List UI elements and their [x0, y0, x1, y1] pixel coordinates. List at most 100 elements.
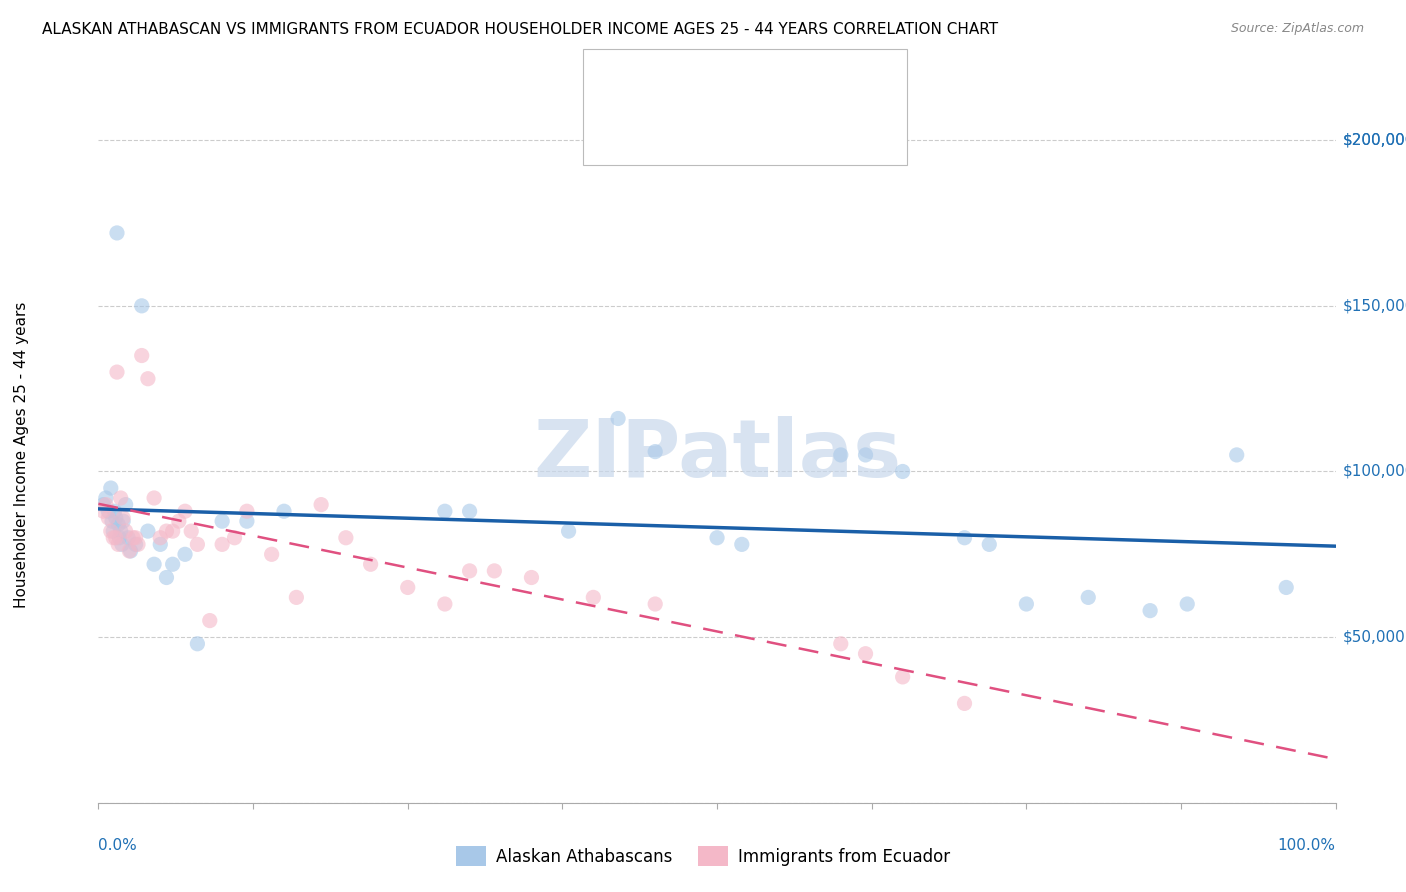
Point	[167, 514, 190, 528]
Point	[891, 670, 914, 684]
Point	[830, 637, 852, 651]
Point	[143, 558, 166, 572]
Point	[117, 531, 139, 545]
Point	[131, 299, 153, 313]
Text: ALASKAN ATHABASCAN VS IMMIGRANTS FROM ECUADOR HOUSEHOLDER INCOME AGES 25 - 44 YE: ALASKAN ATHABASCAN VS IMMIGRANTS FROM EC…	[42, 22, 998, 37]
Point	[111, 537, 134, 551]
Point	[1077, 591, 1099, 605]
Legend: Alaskan Athabascans, Immigrants from Ecuador: Alaskan Athabascans, Immigrants from Ecu…	[457, 847, 949, 866]
Point	[124, 537, 146, 551]
Point	[979, 537, 1001, 551]
Point	[1175, 597, 1198, 611]
Point	[143, 491, 166, 505]
Point	[186, 637, 208, 651]
Point	[855, 647, 877, 661]
Point	[105, 365, 128, 379]
Point	[335, 531, 357, 545]
Point	[236, 504, 259, 518]
Point	[830, 448, 852, 462]
Point	[396, 581, 419, 595]
Point	[162, 524, 184, 538]
Point	[458, 564, 481, 578]
Point	[105, 226, 128, 240]
Point	[953, 531, 976, 545]
Point	[224, 531, 246, 545]
Point	[706, 531, 728, 545]
Point	[94, 491, 117, 505]
Point	[180, 524, 202, 538]
Point	[118, 544, 141, 558]
Point	[108, 531, 131, 545]
Point	[273, 504, 295, 518]
Point	[112, 514, 135, 528]
Point	[94, 498, 117, 512]
Text: $100,000: $100,000	[1343, 464, 1406, 479]
Text: $150,000: $150,000	[1343, 298, 1406, 313]
Point	[484, 564, 506, 578]
Point	[155, 570, 177, 584]
Point	[136, 372, 159, 386]
Point	[855, 448, 877, 462]
Text: Householder Income Ages 25 - 44 years: Householder Income Ages 25 - 44 years	[14, 301, 28, 608]
Point	[107, 517, 129, 532]
Point	[607, 411, 630, 425]
Point	[114, 498, 136, 512]
Point	[149, 537, 172, 551]
Point	[131, 349, 153, 363]
Point	[285, 591, 308, 605]
Point	[309, 498, 332, 512]
Point	[211, 537, 233, 551]
Point	[520, 570, 543, 584]
Point	[236, 514, 259, 528]
Point	[103, 531, 125, 545]
Point	[107, 537, 129, 551]
Point	[953, 697, 976, 711]
Point	[557, 524, 579, 538]
Point	[155, 524, 177, 538]
Point	[101, 514, 124, 528]
Point	[644, 444, 666, 458]
Point	[97, 511, 120, 525]
Point	[1015, 597, 1038, 611]
Point	[433, 504, 456, 518]
Point	[97, 504, 120, 518]
Point	[100, 481, 122, 495]
Point	[211, 514, 233, 528]
Point	[174, 504, 197, 518]
Text: $200,000: $200,000	[1343, 133, 1406, 148]
Point	[112, 511, 135, 525]
Point	[149, 531, 172, 545]
Text: $200,000: $200,000	[1343, 133, 1406, 148]
Point	[644, 597, 666, 611]
Point	[122, 531, 145, 545]
Text: 100.0%: 100.0%	[1278, 838, 1336, 854]
Point	[100, 524, 122, 538]
Point	[731, 537, 754, 551]
Point	[198, 614, 221, 628]
Point	[103, 504, 125, 518]
Point	[104, 511, 127, 525]
Point	[458, 504, 481, 518]
Point	[93, 504, 115, 518]
Point	[174, 547, 197, 561]
Point	[360, 558, 382, 572]
Point	[104, 531, 127, 545]
Text: 0.0%: 0.0%	[98, 838, 138, 854]
Point	[110, 491, 132, 505]
Point	[582, 591, 605, 605]
Point	[136, 524, 159, 538]
Point	[103, 524, 125, 538]
Point	[891, 465, 914, 479]
Point	[186, 537, 208, 551]
Point	[433, 597, 456, 611]
Point	[1139, 604, 1161, 618]
Point	[124, 531, 146, 545]
Legend: R = -0.305  N = 47, R = -0.283  N = 45: R = -0.305 N = 47, R = -0.283 N = 45	[633, 71, 858, 143]
Point	[1275, 581, 1298, 595]
Point	[162, 558, 184, 572]
Point	[260, 547, 283, 561]
Point	[110, 524, 132, 538]
Point	[127, 537, 149, 551]
Point	[114, 524, 136, 538]
Text: ZIPatlas: ZIPatlas	[533, 416, 901, 494]
